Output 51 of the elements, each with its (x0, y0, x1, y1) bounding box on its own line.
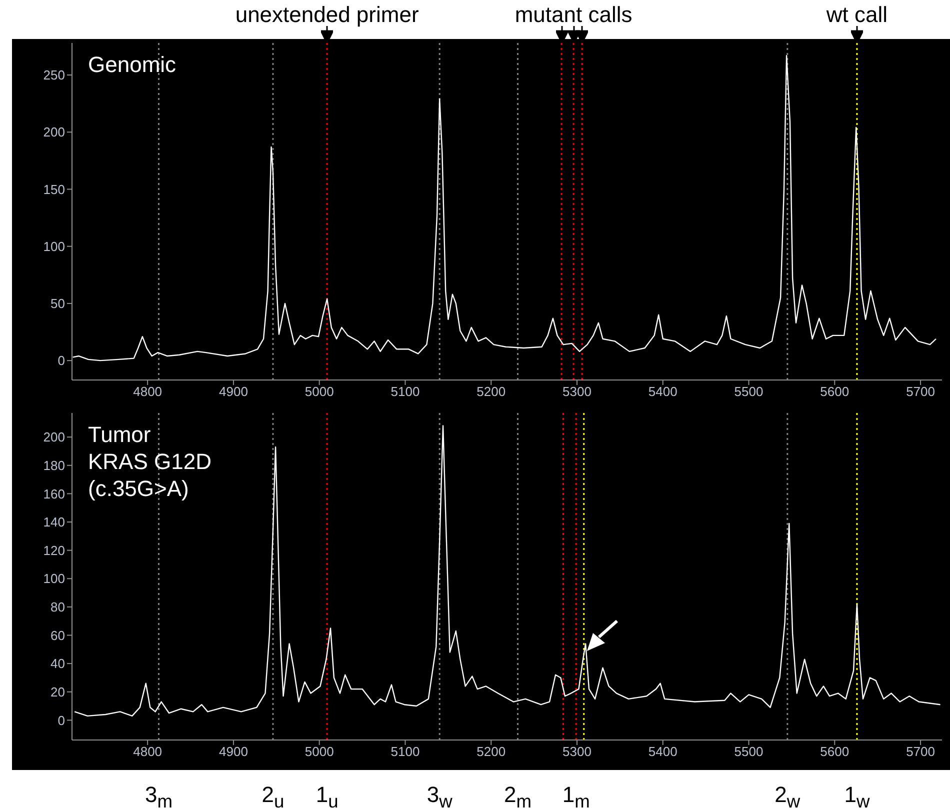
x-tick-label: 5400 (648, 744, 678, 760)
ref-line-label: 2$_{m}$ (504, 782, 532, 809)
x-tick-label: 5000 (304, 384, 334, 400)
y-tick-label: 160 (43, 486, 65, 502)
ref-line-label: 1$_{w}$ (844, 782, 870, 809)
x-tick-label: 5600 (820, 384, 850, 400)
x-tick-label: 4900 (219, 744, 248, 760)
y-tick-label: 20 (50, 684, 65, 700)
ref-line-label: 1$_{m}$ (562, 782, 590, 809)
x-tick-label: 5400 (648, 384, 678, 400)
x-tick-label: 5200 (476, 744, 506, 760)
x-tick-label: 5500 (734, 384, 764, 400)
y-tick-label: 140 (43, 514, 65, 530)
x-tick-label: 5200 (476, 384, 506, 400)
x-tick-label: 5300 (562, 744, 592, 760)
ref-line-label: unextended primer (234, 2, 420, 28)
x-tick-label: 4800 (133, 744, 162, 760)
ref-line-label: 1$_{u}$ (316, 782, 338, 809)
y-tick-label: 150 (43, 182, 65, 197)
y-tick-label: 80 (50, 600, 65, 615)
ref-line-label: wt call (825, 2, 889, 28)
ref-line-label: 2$_{w}$ (774, 782, 800, 809)
ref-line-label: mutant calls (514, 2, 634, 28)
ref-line-label: 2$_{u}$ (262, 782, 284, 809)
x-tick-label: 5600 (820, 744, 850, 760)
y-tick-label: 60 (50, 628, 65, 643)
x-tick-label: 5100 (390, 384, 420, 400)
text: KRAS G12D (c.35G>A) (88, 448, 212, 502)
y-tick-label: 50 (50, 296, 65, 312)
y-tick-label: 200 (43, 124, 65, 140)
y-tick-label: 180 (43, 458, 65, 473)
y-tick-label: 100 (43, 238, 65, 254)
y-tick-label: 120 (43, 542, 65, 558)
x-tick-label: 4900 (219, 384, 248, 400)
y-tick-label: 100 (43, 571, 65, 586)
y-tick-label: 0 (58, 712, 65, 728)
x-tick-label: 5500 (734, 744, 764, 760)
y-tick-label: 40 (50, 656, 65, 672)
ref-line-label: 3$_{w}$ (426, 782, 452, 809)
ref-line-label: 3$_{m}$ (144, 782, 172, 809)
x-tick-label: 5000 (304, 744, 334, 760)
chart-title: Genomic (88, 51, 178, 78)
y-tick-label: 250 (43, 68, 65, 83)
x-tick-label: 4800 (133, 384, 162, 400)
x-tick-label: 5100 (390, 744, 420, 760)
y-tick-label: 200 (43, 430, 65, 445)
x-tick-label: 5300 (562, 384, 592, 400)
x-tick-label: 5700 (906, 384, 935, 400)
x-tick-label: 5700 (906, 744, 935, 760)
chart-title: Tumor (88, 421, 152, 448)
y-tick-label: 0 (58, 353, 65, 368)
